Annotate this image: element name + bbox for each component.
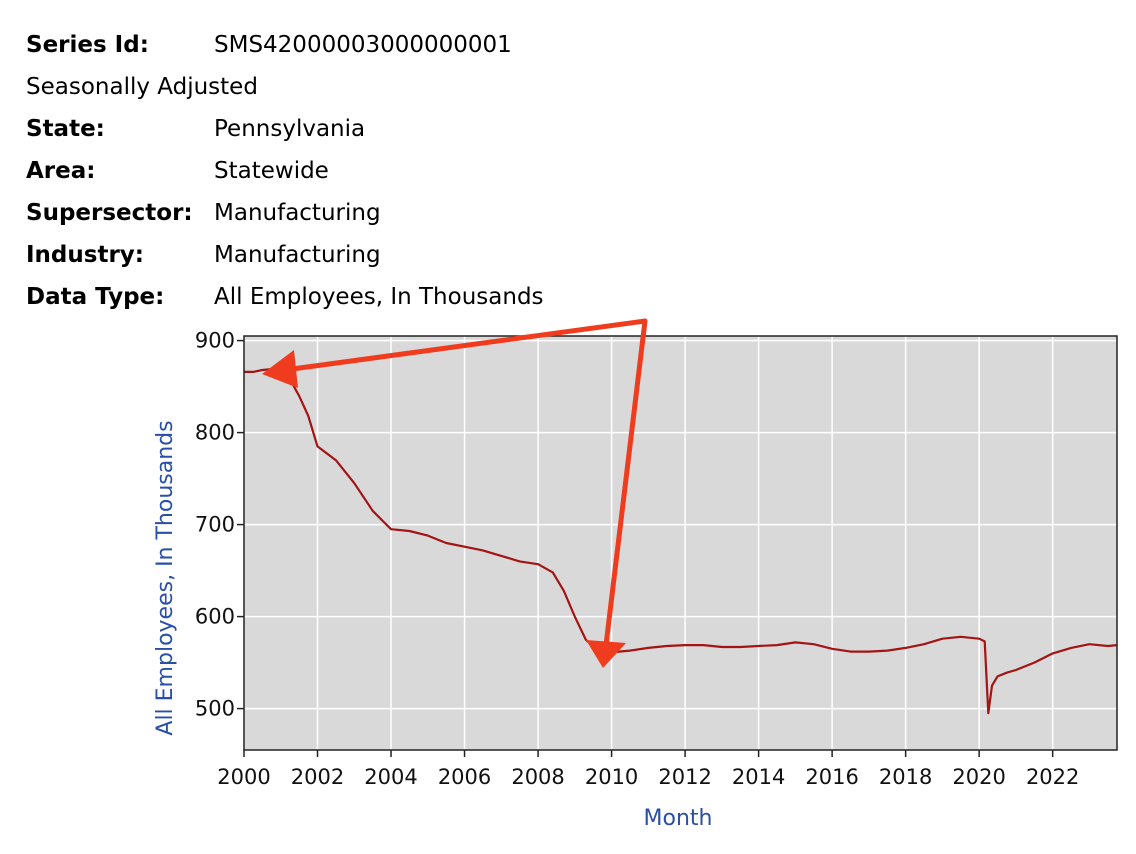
y-axis: 500 600 700 800 900 bbox=[195, 329, 244, 721]
x-tick-label: 2014 bbox=[732, 765, 785, 789]
supersector-label: Supersector: bbox=[26, 200, 193, 226]
series-id-label: Series Id: bbox=[26, 32, 149, 58]
state-row: State: Pennsylvania bbox=[26, 110, 726, 152]
arrow-head-down bbox=[586, 640, 626, 668]
series-id-row: Series Id: SMS42000003000000001 bbox=[26, 26, 726, 68]
state-value: Pennsylvania bbox=[214, 116, 366, 142]
y-tick-label: 500 bbox=[195, 697, 235, 721]
adjustment-row: Seasonally Adjusted bbox=[26, 68, 726, 110]
arrow-shaft-down bbox=[603, 318, 648, 648]
supersector-row: Supersector: Manufacturing bbox=[26, 194, 726, 236]
annotation-arrows bbox=[262, 318, 648, 668]
industry-label: Industry: bbox=[26, 242, 144, 268]
y-tick-label: 700 bbox=[195, 513, 235, 537]
supersector-value: Manufacturing bbox=[214, 200, 381, 226]
x-tick-label: 2016 bbox=[805, 765, 858, 789]
arrow-shaft-top bbox=[282, 318, 648, 373]
industry-value: Manufacturing bbox=[214, 242, 381, 268]
industry-row: Industry: Manufacturing bbox=[26, 236, 726, 278]
y-tick-label: 900 bbox=[195, 329, 235, 353]
area-value: Statewide bbox=[214, 158, 329, 184]
plot-area bbox=[244, 336, 1117, 750]
y-tick-label: 800 bbox=[195, 421, 235, 445]
x-axis-title: Month bbox=[644, 806, 713, 831]
data-type-label: Data Type: bbox=[26, 284, 165, 310]
y-axis-title: All Employees, In Thousands bbox=[153, 420, 178, 735]
gridlines bbox=[244, 336, 1117, 750]
area-label: Area: bbox=[26, 158, 96, 184]
data-type-value: All Employees, In Thousands bbox=[214, 284, 544, 310]
x-tick-label: 2020 bbox=[952, 765, 1005, 789]
x-tick-label: 2000 bbox=[217, 765, 270, 789]
x-tick-label: 2006 bbox=[438, 765, 491, 789]
data-type-row: Data Type: All Employees, In Thousands bbox=[26, 278, 726, 320]
x-axis: 2000 2002 2004 2006 2008 2010 2012 2014 2016 2018… bbox=[217, 750, 1079, 789]
x-tick-label: 2008 bbox=[511, 765, 564, 789]
state-label: State: bbox=[26, 116, 105, 142]
x-tick-label: 2010 bbox=[585, 765, 638, 789]
plot-frame bbox=[243, 335, 1118, 751]
arrow-head-left bbox=[262, 350, 298, 388]
x-tick-label: 2012 bbox=[658, 765, 711, 789]
area-row: Area: Statewide bbox=[26, 152, 726, 194]
x-tick-label: 2002 bbox=[291, 765, 344, 789]
x-tick-label: 2022 bbox=[1026, 765, 1079, 789]
adjustment-text: Seasonally Adjusted bbox=[26, 74, 258, 100]
series-info: Series Id: SMS42000003000000001 Seasonal… bbox=[26, 26, 726, 320]
series-id-value: SMS42000003000000001 bbox=[214, 32, 512, 58]
x-tick-label: 2018 bbox=[879, 765, 932, 789]
series-line bbox=[244, 368, 1118, 715]
y-tick-label: 600 bbox=[195, 605, 235, 629]
x-tick-label: 2004 bbox=[364, 765, 417, 789]
